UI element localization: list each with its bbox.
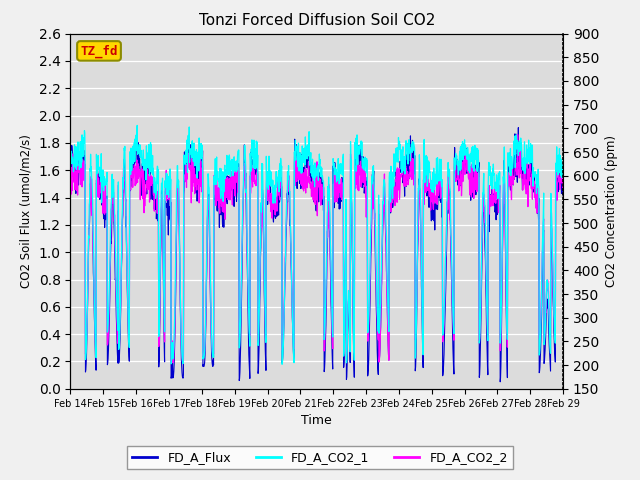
Title: Tonzi Forced Diffusion Soil CO2: Tonzi Forced Diffusion Soil CO2 [198, 13, 435, 28]
X-axis label: Time: Time [301, 414, 332, 427]
Legend: FD_A_Flux, FD_A_CO2_1, FD_A_CO2_2: FD_A_Flux, FD_A_CO2_1, FD_A_CO2_2 [127, 446, 513, 469]
Y-axis label: CO2 Soil Flux (umol/m2/s): CO2 Soil Flux (umol/m2/s) [20, 134, 33, 288]
Text: TZ_fd: TZ_fd [80, 44, 118, 58]
Y-axis label: CO2 Concentration (ppm): CO2 Concentration (ppm) [605, 135, 618, 287]
